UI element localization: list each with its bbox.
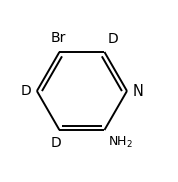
Text: NH$_2$: NH$_2$ xyxy=(108,135,133,150)
Text: N: N xyxy=(132,84,143,98)
Text: D: D xyxy=(108,32,119,46)
Text: D: D xyxy=(21,84,32,98)
Text: Br: Br xyxy=(51,31,66,45)
Text: D: D xyxy=(51,136,62,150)
